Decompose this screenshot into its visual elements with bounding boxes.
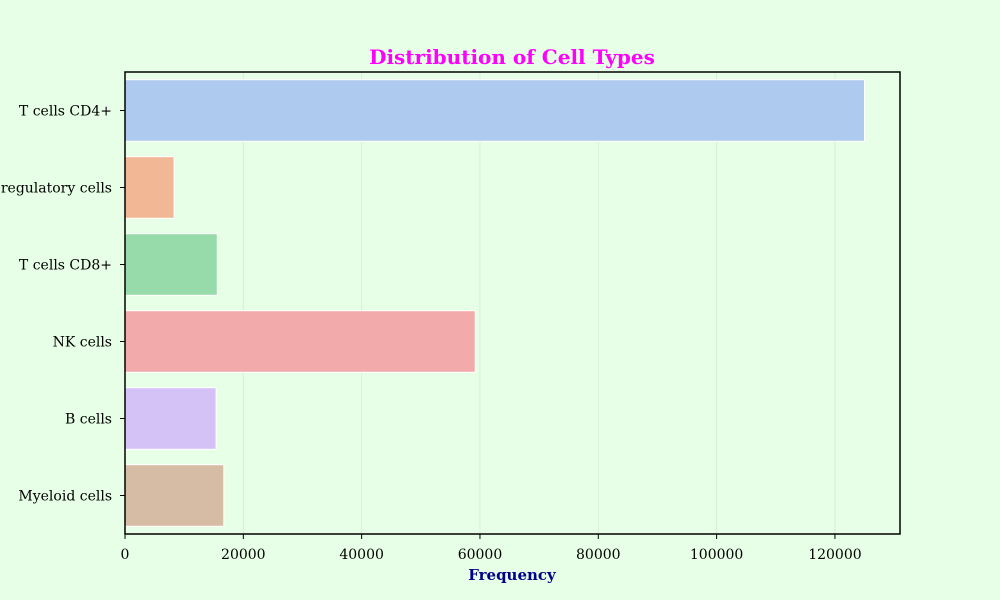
y-tick-label: B cells bbox=[65, 412, 112, 428]
x-tick-label: 0 bbox=[121, 547, 130, 563]
bar-myeloid-cells bbox=[124, 464, 225, 527]
plot-frame bbox=[124, 71, 901, 535]
y-tick-label: T regulatory cells bbox=[0, 181, 112, 197]
x-tick-label: 120000 bbox=[808, 547, 861, 563]
x-axis-label: Frequency bbox=[468, 566, 557, 584]
y-tick-label: T cells CD8+ bbox=[19, 258, 112, 274]
bars bbox=[124, 79, 866, 527]
y-tick-label: T cells CD4+ bbox=[19, 104, 112, 120]
x-tick-label: 80000 bbox=[576, 547, 621, 563]
y-tick-labels: T cells CD4+ T regulatory cells T cells CD… bbox=[0, 104, 125, 505]
x-tick-label: 20000 bbox=[221, 547, 266, 563]
x-tick-label: 40000 bbox=[339, 547, 384, 563]
x-tick-labels: 0 20000 40000 60000 80000 100000 120000 bbox=[121, 534, 862, 563]
y-tick-label: Myeloid cells bbox=[18, 489, 112, 505]
grid-lines bbox=[242, 72, 836, 534]
bar-t-cells-cd8 bbox=[124, 233, 218, 296]
bar-b-cells bbox=[124, 387, 217, 450]
bar-t-regulatory-cells bbox=[124, 156, 175, 219]
y-tick-label: NK cells bbox=[53, 335, 112, 351]
bar-nk-cells bbox=[124, 310, 476, 373]
x-tick-label: 100000 bbox=[690, 547, 743, 563]
bar-t-cells-cd4 bbox=[124, 79, 866, 142]
x-tick-label: 60000 bbox=[458, 547, 503, 563]
chart-title: Distribution of Cell Types bbox=[369, 45, 655, 69]
